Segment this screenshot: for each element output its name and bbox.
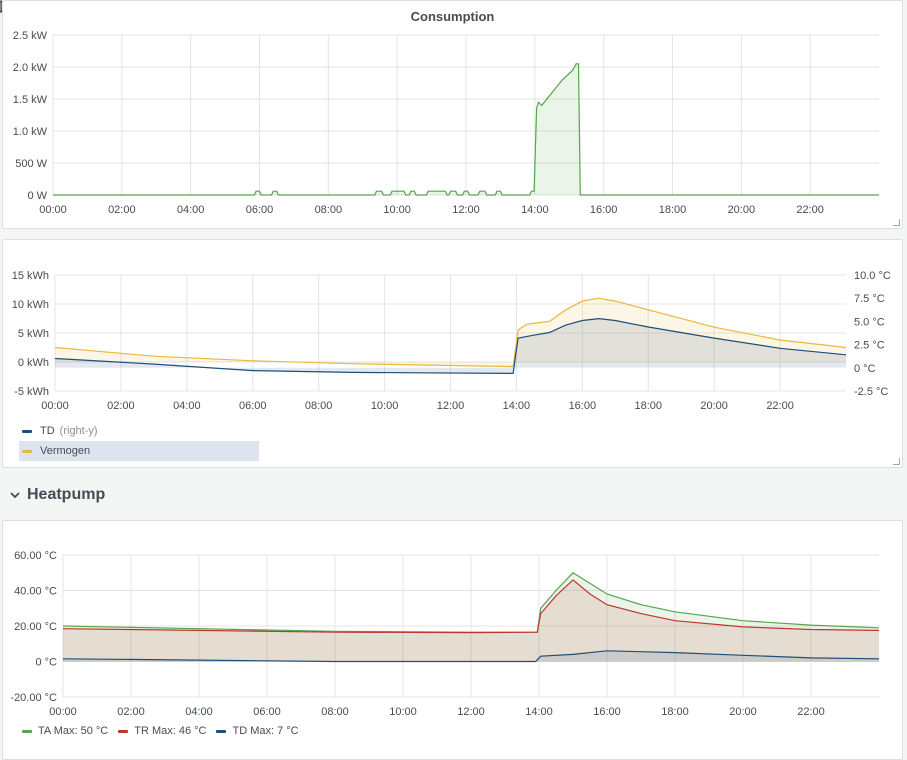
x-tick-label: 02:00 bbox=[107, 400, 135, 412]
y-tick-label: 0 °C bbox=[35, 657, 57, 669]
legend-item-td[interactable]: TD Max: 7 °C bbox=[216, 725, 299, 737]
legend-item-vermogen[interactable]: Vermogen bbox=[19, 441, 259, 461]
y2-tick-label: 10.0 °C bbox=[854, 270, 891, 282]
legend-label: TR Max: 46 °C bbox=[134, 725, 207, 737]
heatpump-panel[interactable]: -20.00 °C 0 °C 20.00 °C 40.00 °C 60.00 °C 00:… bbox=[2, 520, 903, 760]
x-tick-label: 08:00 bbox=[321, 706, 349, 718]
legend-swatch bbox=[22, 429, 32, 433]
heatpump-legend: TA Max: 50 °C TR Max: 46 °C TD Max: 7 °C bbox=[22, 725, 309, 737]
panel-title: Consumption bbox=[410, 9, 495, 24]
resize-handle[interactable] bbox=[893, 219, 900, 226]
series-area-tr bbox=[63, 579, 879, 662]
x-tick-label: 12:00 bbox=[457, 706, 485, 718]
consumption-panel[interactable]: Consumption 0 W 500 W 1.0 kW 1.5 kW 2.0 kW 2.… bbox=[2, 0, 903, 229]
consumption-chart[interactable]: 0 W 500 W 1.0 kW 1.5 kW 2.0 kW 2.5 kW 00:00 02:… bbox=[3, 1, 904, 230]
y-tick-label: -5 kWh bbox=[14, 386, 49, 398]
x-tick-label: 12:00 bbox=[437, 400, 465, 412]
x-tick-label: 14:00 bbox=[525, 706, 553, 718]
y-tick-label: 60.00 °C bbox=[14, 550, 57, 562]
x-tick-label: 06:00 bbox=[253, 706, 281, 718]
x-tick-label: 10:00 bbox=[371, 400, 399, 412]
x-tick-label: 00:00 bbox=[39, 204, 67, 216]
series-line-power bbox=[53, 63, 879, 196]
x-tick-label: 18:00 bbox=[661, 706, 689, 718]
x-tick-label: 18:00 bbox=[659, 204, 687, 216]
x-tick-label: 06:00 bbox=[239, 400, 267, 412]
resize-handle[interactable] bbox=[893, 458, 900, 465]
x-tick-label: 00:00 bbox=[41, 400, 69, 412]
series-area-td bbox=[55, 318, 846, 374]
series-line-td bbox=[62, 650, 880, 663]
x-tick-label: 18:00 bbox=[634, 400, 662, 412]
heatpump-chart[interactable]: -20.00 °C 0 °C 20.00 °C 40.00 °C 60.00 °C 00:… bbox=[3, 521, 904, 721]
energy-panel[interactable]: -5 kWh 0 kWh 5 kWh 10 kWh 15 kWh -2.5 °C 0 °C 2… bbox=[2, 239, 903, 468]
x-tick-label: 14:00 bbox=[521, 204, 549, 216]
y-tick-label: 15 kWh bbox=[12, 270, 49, 282]
y2-tick-label: 7.5 °C bbox=[854, 293, 885, 305]
x-tick-label: 00:00 bbox=[49, 706, 77, 718]
legend-swatch bbox=[22, 449, 32, 453]
legend-label: TD bbox=[40, 425, 55, 437]
x-tick-label: 02:00 bbox=[117, 706, 145, 718]
series-line-vermogen bbox=[54, 297, 847, 368]
x-tick-label: 22:00 bbox=[797, 706, 825, 718]
legend-label: TA Max: 50 °C bbox=[38, 725, 109, 737]
y-tick-label: 20.00 °C bbox=[14, 621, 57, 633]
x-tick-label: 02:00 bbox=[108, 204, 136, 216]
energy-chart[interactable]: -5 kWh 0 kWh 5 kWh 10 kWh 15 kWh -2.5 °C 0 °C 2… bbox=[3, 240, 904, 469]
y2-tick-label: -2.5 °C bbox=[854, 386, 888, 398]
x-tick-label: 22:00 bbox=[766, 400, 794, 412]
y-tick-label: 2.0 kW bbox=[13, 62, 48, 74]
y-tick-label: 2.5 kW bbox=[13, 30, 48, 42]
series-line-td bbox=[54, 317, 847, 375]
legend-swatch bbox=[118, 729, 129, 733]
x-tick-label: 08:00 bbox=[315, 204, 343, 216]
x-tick-label: 20:00 bbox=[729, 706, 757, 718]
legend-swatch bbox=[22, 729, 32, 733]
y-tick-label: 0 W bbox=[27, 190, 47, 202]
x-tick-label: 22:00 bbox=[796, 204, 824, 216]
chevron-down-icon bbox=[10, 492, 20, 499]
x-tick-label: 16:00 bbox=[593, 706, 621, 718]
energy-legend: TD (right-y) Vermogen bbox=[19, 421, 259, 461]
y-tick-label: -20.00 °C bbox=[10, 692, 57, 704]
series-area-ta bbox=[63, 572, 879, 662]
legend-item-td[interactable]: TD (right-y) bbox=[19, 421, 259, 441]
y2-tick-label: 5.0 °C bbox=[854, 316, 885, 328]
x-tick-label: 16:00 bbox=[569, 400, 597, 412]
y-tick-label: 10 kWh bbox=[12, 299, 49, 311]
x-tick-label: 04:00 bbox=[185, 706, 213, 718]
x-tick-label: 20:00 bbox=[700, 400, 728, 412]
x-tick-label: 10:00 bbox=[389, 706, 417, 718]
row-title: Heatpump bbox=[27, 486, 106, 503]
y-tick-label: 0 kWh bbox=[18, 357, 49, 369]
x-tick-label: 10:00 bbox=[383, 204, 411, 216]
y-tick-label: 40.00 °C bbox=[14, 586, 57, 598]
x-tick-label: 20:00 bbox=[728, 204, 756, 216]
x-tick-label: 04:00 bbox=[177, 204, 205, 216]
legend-item-tr[interactable]: TR Max: 46 °C bbox=[118, 725, 206, 737]
legend-swatch bbox=[216, 729, 227, 733]
series-line-ta bbox=[62, 572, 880, 633]
y-tick-label: 1.5 kW bbox=[13, 94, 48, 106]
x-tick-label: 12:00 bbox=[452, 204, 480, 216]
y-tick-label: 1.0 kW bbox=[13, 126, 48, 138]
y-tick-label: 5 kWh bbox=[18, 328, 49, 340]
x-tick-label: 06:00 bbox=[246, 204, 274, 216]
legend-sublabel: (right-y) bbox=[59, 425, 98, 437]
y-tick-label: 500 W bbox=[15, 158, 47, 170]
series-line-tr bbox=[62, 579, 880, 634]
y2-tick-label: 0 °C bbox=[854, 363, 876, 375]
row-heatpump[interactable]: Heatpump bbox=[0, 483, 105, 507]
x-tick-label: 16:00 bbox=[590, 204, 618, 216]
x-tick-label: 04:00 bbox=[173, 400, 201, 412]
x-tick-label: 14:00 bbox=[503, 400, 531, 412]
x-tick-label: 08:00 bbox=[305, 400, 333, 412]
legend-label: Vermogen bbox=[40, 445, 91, 457]
legend-item-ta[interactable]: TA Max: 50 °C bbox=[22, 725, 108, 737]
y2-tick-label: 2.5 °C bbox=[854, 340, 885, 352]
series-area-vermogen bbox=[55, 298, 846, 367]
legend-label: TD Max: 7 °C bbox=[232, 725, 299, 737]
series-area-td bbox=[63, 650, 879, 662]
